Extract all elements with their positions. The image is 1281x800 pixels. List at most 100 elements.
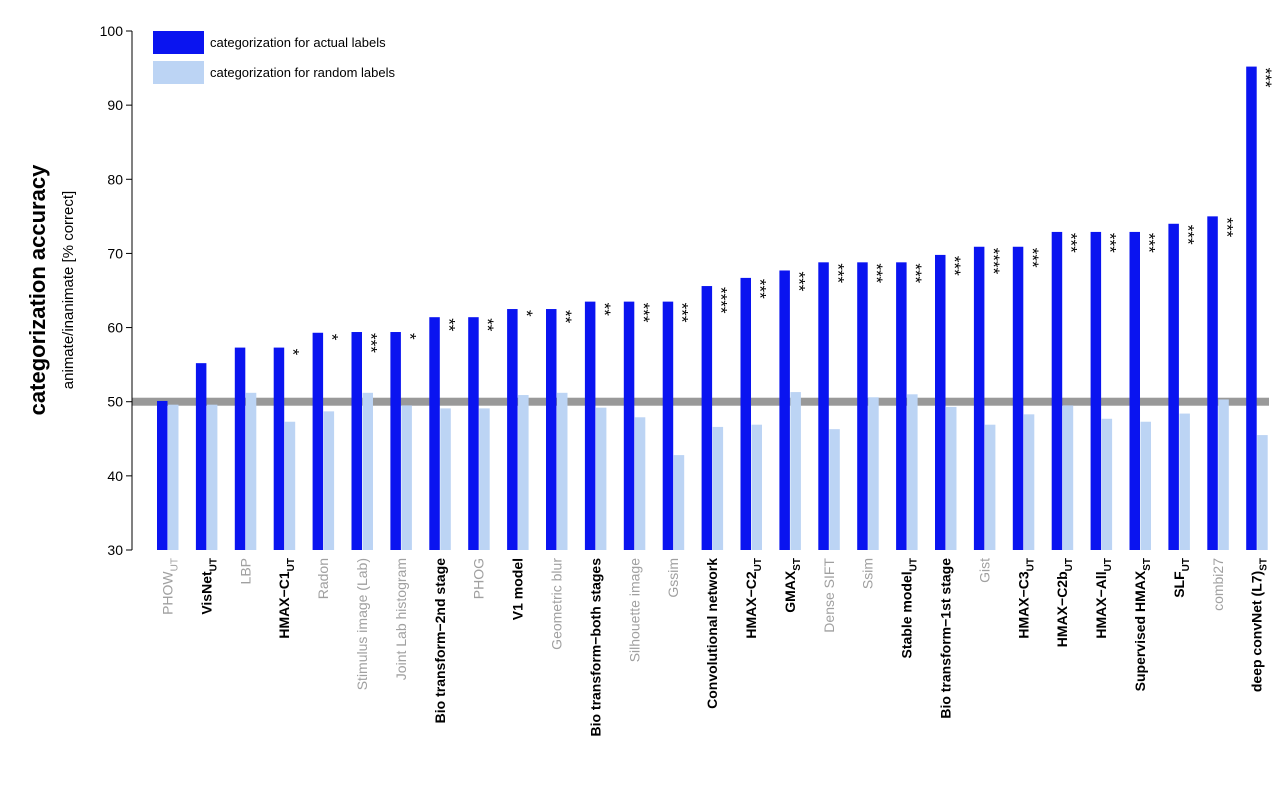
bar-random xyxy=(1101,418,1113,550)
category-label: deep convNet (L7)ST xyxy=(1249,558,1270,692)
category-label-text: deep convNet (L7) xyxy=(1249,571,1265,692)
bar-random xyxy=(479,408,490,550)
y-axis: 30 40 50 60 70 80 90 100 xyxy=(100,23,133,558)
bar-actual xyxy=(351,332,362,550)
bar-random xyxy=(984,424,996,550)
y-tick-label: 70 xyxy=(107,245,123,261)
category-label-text: Convolutional network xyxy=(704,558,720,709)
category-label-text: PHOW xyxy=(160,571,176,615)
significance-marker: ** xyxy=(556,310,575,324)
legend-label-random: categorization for random labels xyxy=(210,65,395,80)
y-tick-label: 90 xyxy=(107,97,123,113)
bar-random xyxy=(790,392,801,550)
category-label-text: Bio transform−both stages xyxy=(587,558,603,737)
y-tick-label: 40 xyxy=(107,468,123,484)
bar-random xyxy=(518,395,529,550)
category-label: Bio transform−2nd stage xyxy=(432,558,448,724)
category-label-text: Supervised HMAX xyxy=(1132,570,1148,691)
significance-marker: **** xyxy=(712,287,731,314)
significance-marker: *** xyxy=(634,303,653,323)
category-label-text: GMAX xyxy=(782,570,798,613)
category-label-text: Geometric blur xyxy=(549,558,565,650)
category-label: Bio transform−1st stage xyxy=(938,558,954,719)
category-label: LBP xyxy=(237,558,253,584)
y-axis-title: categorization accuracy animate/inanimat… xyxy=(25,164,77,415)
y-tick-label: 60 xyxy=(107,320,123,336)
bar-actual xyxy=(1168,223,1179,550)
category-label-text: Silhouette image xyxy=(626,558,642,663)
category-label: GMAXST xyxy=(782,558,803,613)
chance-level-line xyxy=(132,397,1269,406)
bar-random xyxy=(206,404,218,550)
bar-random xyxy=(868,397,879,550)
category-label-subscript: UT xyxy=(909,558,920,571)
significance-marker: *** xyxy=(1178,225,1197,245)
bar-actual xyxy=(234,347,246,550)
bar-random xyxy=(284,421,296,550)
category-label-text: HMAX−C2 xyxy=(743,571,759,639)
category-label: V1 model xyxy=(510,558,526,620)
legend-label-actual: categorization for actual labels xyxy=(210,35,386,50)
bar-random xyxy=(1023,414,1035,550)
category-label-subscript: UT xyxy=(208,558,219,571)
category-label-subscript: UT xyxy=(170,558,181,571)
bars-layer xyxy=(157,66,1268,551)
bar-actual xyxy=(1051,231,1063,551)
category-label-text: HMAX−C3 xyxy=(1015,571,1031,639)
significance-marker: *** xyxy=(1140,233,1159,253)
bar-random xyxy=(168,404,179,550)
significance-markers: ** *** *** *** **** *** *** **** *** *** *** *** ***… xyxy=(284,68,1275,356)
category-label: Ssim xyxy=(860,558,876,589)
significance-marker: * xyxy=(517,310,536,317)
bar-actual xyxy=(157,400,168,550)
category-label: Convolutional network xyxy=(704,558,720,709)
category-label-subscript: UT xyxy=(286,558,297,571)
bar-actual xyxy=(584,301,596,550)
category-label: combi27 xyxy=(1210,558,1226,611)
bar-actual xyxy=(779,270,790,550)
category-label: Stable modelUT xyxy=(899,558,920,658)
legend-swatch-actual xyxy=(153,31,204,54)
y-tick-label: 50 xyxy=(107,394,123,410)
category-label-subscript: ST xyxy=(792,558,803,571)
bar-actual xyxy=(468,317,479,550)
bar-actual xyxy=(701,286,713,550)
y-tick-label: 100 xyxy=(100,23,124,39)
bar-actual xyxy=(818,262,829,550)
significance-marker: *** xyxy=(1256,68,1275,88)
category-label: VisNetUT xyxy=(198,558,219,615)
category-label: Geometric blur xyxy=(549,558,565,650)
significance-marker: ** xyxy=(478,318,497,332)
category-label-text: Stable model xyxy=(899,571,915,658)
significance-marker: *** xyxy=(1023,248,1042,268)
significance-marker: **** xyxy=(984,248,1003,275)
bar-random xyxy=(1179,413,1190,550)
bar-actual xyxy=(429,317,440,550)
significance-marker: * xyxy=(323,334,342,341)
category-label-text: combi27 xyxy=(1210,558,1226,611)
bar-actual xyxy=(896,262,907,550)
category-label: Supervised HMAXST xyxy=(1132,558,1153,691)
category-label: HMAX−AllUT xyxy=(1093,558,1114,639)
significance-marker: *** xyxy=(945,256,964,276)
bar-actual xyxy=(195,363,207,550)
category-label-text: Radon xyxy=(315,558,331,599)
category-label-text: Dense SIFT xyxy=(821,558,837,633)
bar-actual xyxy=(312,332,324,550)
category-label: Bio transform−both stages xyxy=(587,558,603,737)
category-label: HMAX−C2bUT xyxy=(1054,558,1075,647)
category-label: SLFUT xyxy=(1171,558,1192,598)
category-label: Dense SIFT xyxy=(821,558,837,633)
category-label-subscript: ST xyxy=(1259,558,1270,571)
bar-actual xyxy=(1012,246,1024,550)
bar-random xyxy=(362,392,373,550)
bar-actual xyxy=(546,309,557,550)
category-label-text: HMAX−C2b xyxy=(1054,571,1070,647)
category-label-text: Stimulus image (Lab) xyxy=(354,558,370,690)
significance-marker: *** xyxy=(751,279,770,299)
bar-actual xyxy=(740,277,751,550)
legend: categorization for actual labels categor… xyxy=(153,31,395,84)
category-label: HMAX−C2UT xyxy=(743,558,764,639)
